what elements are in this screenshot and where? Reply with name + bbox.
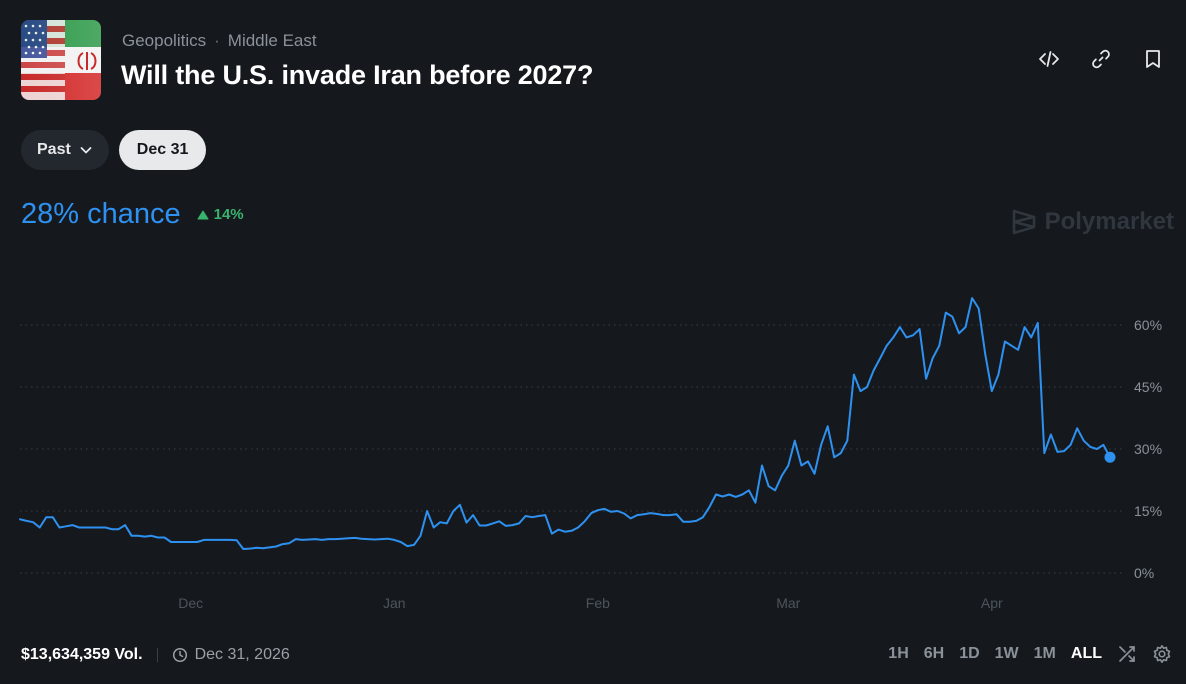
clock-icon (172, 647, 187, 663)
time-range-selector: 1H 6H 1D 1W 1M ALL (888, 644, 1172, 664)
y-tick-label: 60% (1134, 317, 1162, 333)
chevron-down-icon (80, 147, 92, 154)
date-chips: Past Dec 31 (21, 130, 207, 170)
end-date-text: Dec 31, 2026 (194, 646, 290, 663)
chance-delta-value: 14% (213, 206, 244, 223)
link-icon[interactable] (1088, 46, 1114, 72)
triangle-up-icon (197, 210, 209, 219)
range-1m[interactable]: 1M (1033, 645, 1056, 662)
range-6h[interactable]: 6H (923, 645, 945, 662)
range-1d[interactable]: 1D (959, 645, 980, 662)
chance-value: 28% chance (21, 198, 181, 230)
y-tick-label: 45% (1134, 379, 1162, 395)
shuffle-icon[interactable] (1117, 644, 1137, 664)
chance-delta: 14% (197, 206, 244, 223)
x-tick-label: Dec (178, 595, 203, 611)
polymarket-logo-icon (1012, 209, 1035, 235)
x-tick-label: Mar (776, 595, 800, 611)
header-actions (1036, 46, 1166, 72)
chart-current-point (1104, 451, 1116, 463)
past-dropdown-button[interactable]: Past (21, 130, 109, 170)
price-chart[interactable]: 60% 45% 30% 15% 0% Dec Jan Feb Mar Apr (0, 240, 1186, 620)
bookmark-icon[interactable] (1140, 46, 1166, 72)
x-tick-label: Feb (586, 595, 610, 611)
range-1w[interactable]: 1W (994, 645, 1019, 662)
chance-summary: 28% chance 14% (21, 198, 244, 231)
x-tick-label: Jan (383, 595, 406, 611)
breadcrumb-category[interactable]: Geopolitics (122, 31, 207, 50)
brand-watermark: Polymarket (1011, 208, 1174, 236)
range-1h[interactable]: 1H (888, 645, 909, 662)
y-tick-label: 30% (1134, 441, 1162, 457)
y-tick-label: 0% (1134, 565, 1154, 581)
footer-divider (156, 648, 158, 662)
brand-name: Polymarket (1044, 208, 1174, 235)
chart-series-line (19, 297, 1111, 550)
volume-text: $13,634,359 Vol. (21, 646, 143, 663)
breadcrumb-subcategory[interactable]: Middle East (227, 31, 317, 50)
x-tick-label: Apr (981, 595, 1003, 611)
y-tick-label: 15% (1134, 503, 1162, 519)
past-label: Past (37, 141, 71, 158)
range-all[interactable]: ALL (1070, 645, 1102, 662)
date-chip-dec-31[interactable]: Dec 31 (118, 130, 207, 170)
end-date: Dec 31, 2026 (172, 646, 290, 664)
settings-gear-icon[interactable] (1152, 644, 1172, 664)
market-footer: $13,634,359 Vol. Dec 31, 2026 (21, 646, 290, 664)
page-title: Will the U.S. invade Iran before 2027? (121, 60, 594, 90)
breadcrumb-separator: · (214, 31, 220, 50)
market-thumbnail (21, 20, 101, 100)
date-chip-label: Dec 31 (136, 141, 189, 158)
breadcrumb: Geopolitics · Middle East (122, 31, 317, 51)
code-embed-icon[interactable] (1036, 46, 1062, 72)
